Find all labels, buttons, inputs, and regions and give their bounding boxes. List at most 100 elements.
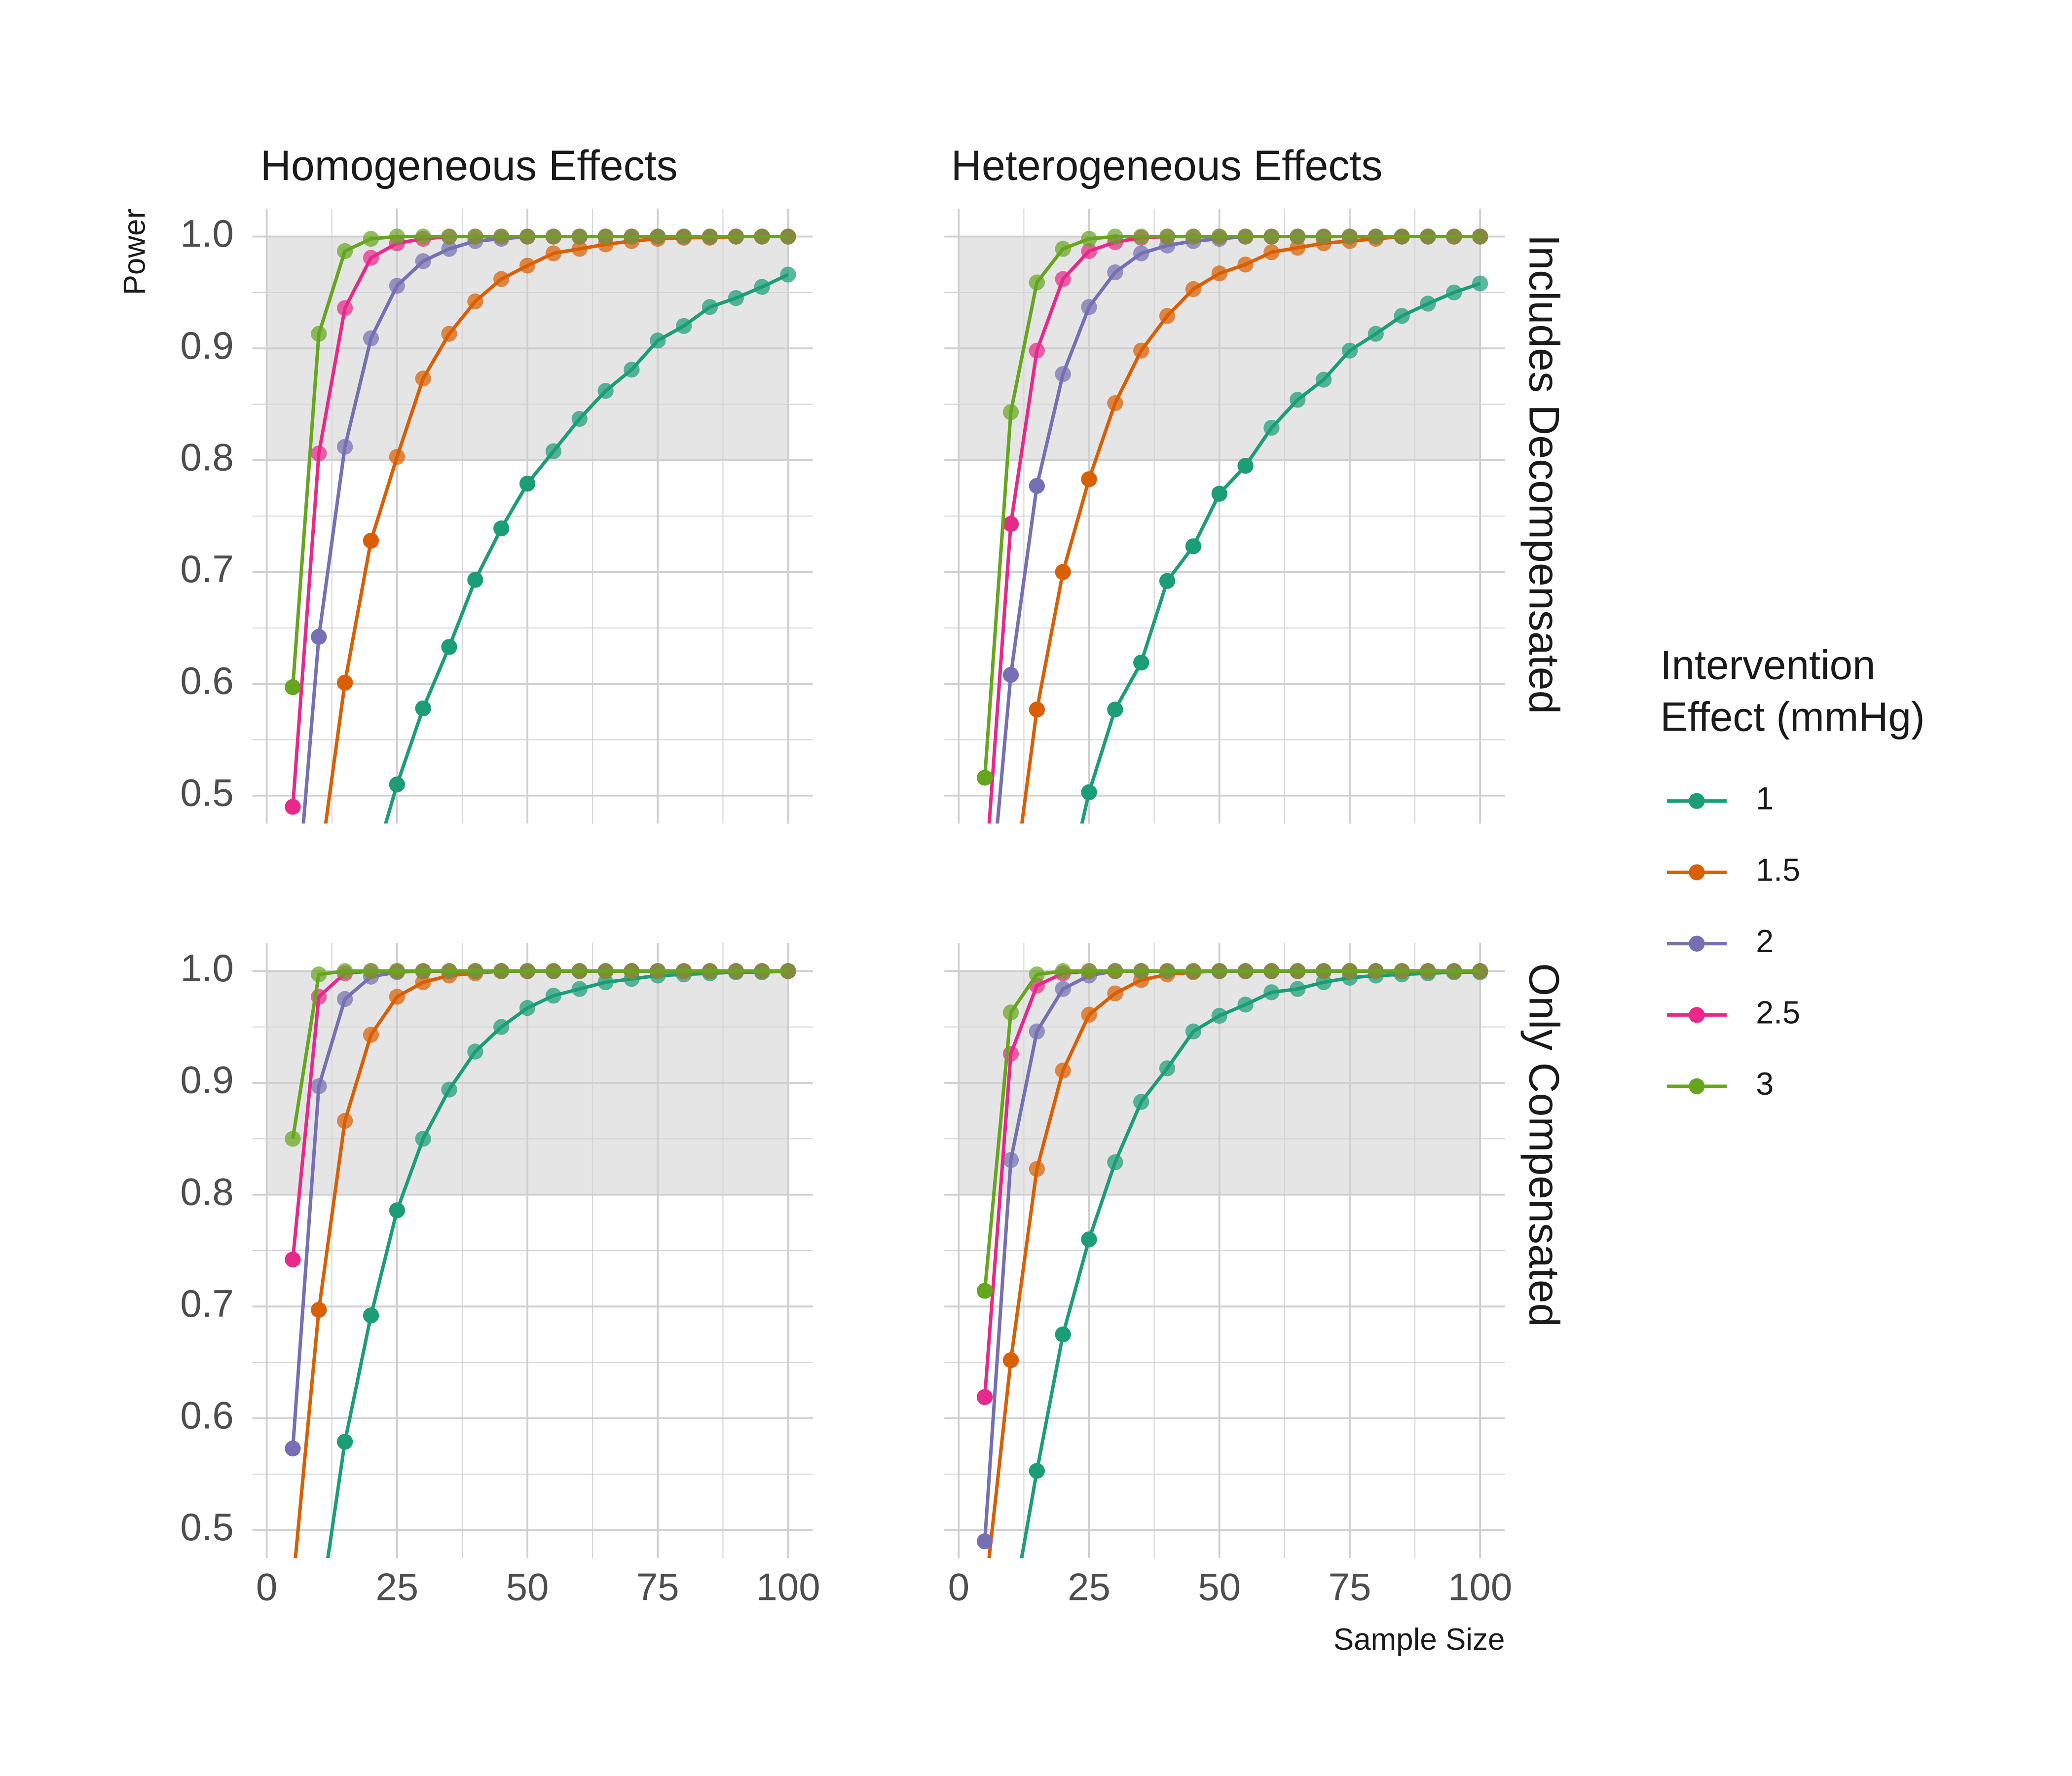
data-point — [1315, 963, 1332, 979]
data-point — [1055, 241, 1071, 257]
data-point — [389, 963, 405, 979]
data-point — [1055, 981, 1071, 997]
data-point — [1237, 257, 1254, 273]
data-point — [363, 230, 379, 247]
data-point — [754, 279, 770, 295]
x-axis-title: Sample Size — [1333, 1623, 1505, 1657]
data-point — [1446, 284, 1462, 301]
data-point — [1003, 899, 1019, 915]
data-point — [415, 253, 431, 269]
data-point — [1394, 963, 1410, 979]
data-point — [1185, 538, 1202, 555]
data-point — [754, 963, 770, 979]
data-point — [1081, 1006, 1097, 1023]
data-point — [1315, 974, 1332, 991]
data-point — [1368, 326, 1384, 342]
data-point — [597, 383, 614, 399]
data-point — [545, 228, 562, 245]
y-tick-label: 0.9 — [180, 1058, 234, 1102]
y-tick-label: 1.0 — [180, 212, 234, 255]
legend-label: 2.5 — [1756, 995, 1800, 1030]
data-point — [1211, 1007, 1227, 1024]
data-point — [285, 1251, 301, 1268]
data-point — [571, 228, 588, 245]
data-point — [1055, 1062, 1071, 1079]
data-point — [1133, 342, 1149, 359]
legend-label: 2 — [1756, 924, 1774, 959]
data-point — [467, 293, 483, 310]
panel: 0.5 0.6 0.7 0.8 0.9 1.0 0 25 50 75 100 — [180, 943, 820, 1609]
y-tick-label: 0.8 — [180, 435, 234, 479]
data-point — [1185, 281, 1202, 297]
data-point — [624, 362, 640, 378]
data-point — [389, 989, 405, 1005]
data-point — [285, 1578, 300, 1594]
legend-label: 3 — [1756, 1066, 1774, 1102]
data-point — [1263, 984, 1280, 1000]
data-point — [1133, 963, 1149, 979]
data-point — [1029, 342, 1045, 359]
data-point — [1002, 516, 1019, 532]
data-point — [675, 228, 692, 245]
data-point — [389, 1202, 405, 1219]
data-point — [1133, 245, 1149, 261]
data-point — [1159, 228, 1176, 245]
data-point — [976, 1389, 993, 1406]
data-point — [1081, 963, 1097, 979]
y-tick-label: 0.9 — [180, 324, 234, 367]
data-point — [1107, 264, 1123, 281]
data-point — [1290, 963, 1306, 979]
data-point — [1002, 1152, 1019, 1168]
data-point — [311, 866, 327, 882]
data-point — [1263, 963, 1280, 979]
data-point — [545, 443, 562, 459]
data-point — [545, 963, 562, 979]
column-title: Homogeneous Effects — [260, 142, 678, 189]
legend-label: 1 — [1756, 781, 1774, 816]
data-point — [1055, 564, 1071, 580]
data-point — [780, 963, 796, 979]
data-point — [285, 799, 301, 815]
data-point — [545, 988, 562, 1004]
data-point — [1055, 271, 1071, 287]
y-tick-label: 1.0 — [180, 946, 234, 990]
data-point — [363, 1027, 379, 1043]
x-tick-label: 75 — [1329, 1565, 1371, 1609]
data-point — [1081, 243, 1097, 259]
data-point — [389, 278, 405, 294]
data-point — [1002, 404, 1019, 420]
data-point — [1237, 963, 1254, 979]
y-tick-label: 0.8 — [180, 1170, 234, 1213]
data-point — [780, 266, 796, 283]
data-point — [1290, 981, 1306, 997]
data-point — [285, 1131, 301, 1147]
data-point — [1107, 702, 1123, 718]
data-point — [1237, 228, 1254, 245]
data-point — [1055, 366, 1071, 382]
data-point — [415, 974, 431, 991]
data-point — [467, 228, 483, 245]
data-point — [336, 243, 353, 259]
data-point — [1341, 342, 1358, 359]
data-point — [1472, 275, 1488, 292]
data-point — [1341, 228, 1358, 245]
legend-marker — [1689, 1007, 1705, 1023]
data-point — [571, 963, 588, 979]
data-point — [977, 956, 993, 971]
legend-title: Effect (mmHg) — [1660, 693, 1924, 740]
x-tick-label: 75 — [636, 1565, 679, 1609]
data-point — [1081, 471, 1097, 487]
data-point — [311, 1078, 327, 1094]
data-point — [519, 1000, 536, 1016]
data-point — [1133, 228, 1149, 245]
data-point — [1159, 573, 1176, 589]
data-point — [1029, 478, 1045, 494]
data-point — [1002, 666, 1019, 683]
data-point — [415, 1131, 431, 1147]
data-point — [467, 1043, 483, 1060]
data-point — [1290, 228, 1306, 245]
data-point — [336, 991, 353, 1007]
data-point — [363, 1307, 379, 1324]
data-point — [467, 572, 483, 588]
legend-label: 1.5 — [1756, 852, 1800, 888]
